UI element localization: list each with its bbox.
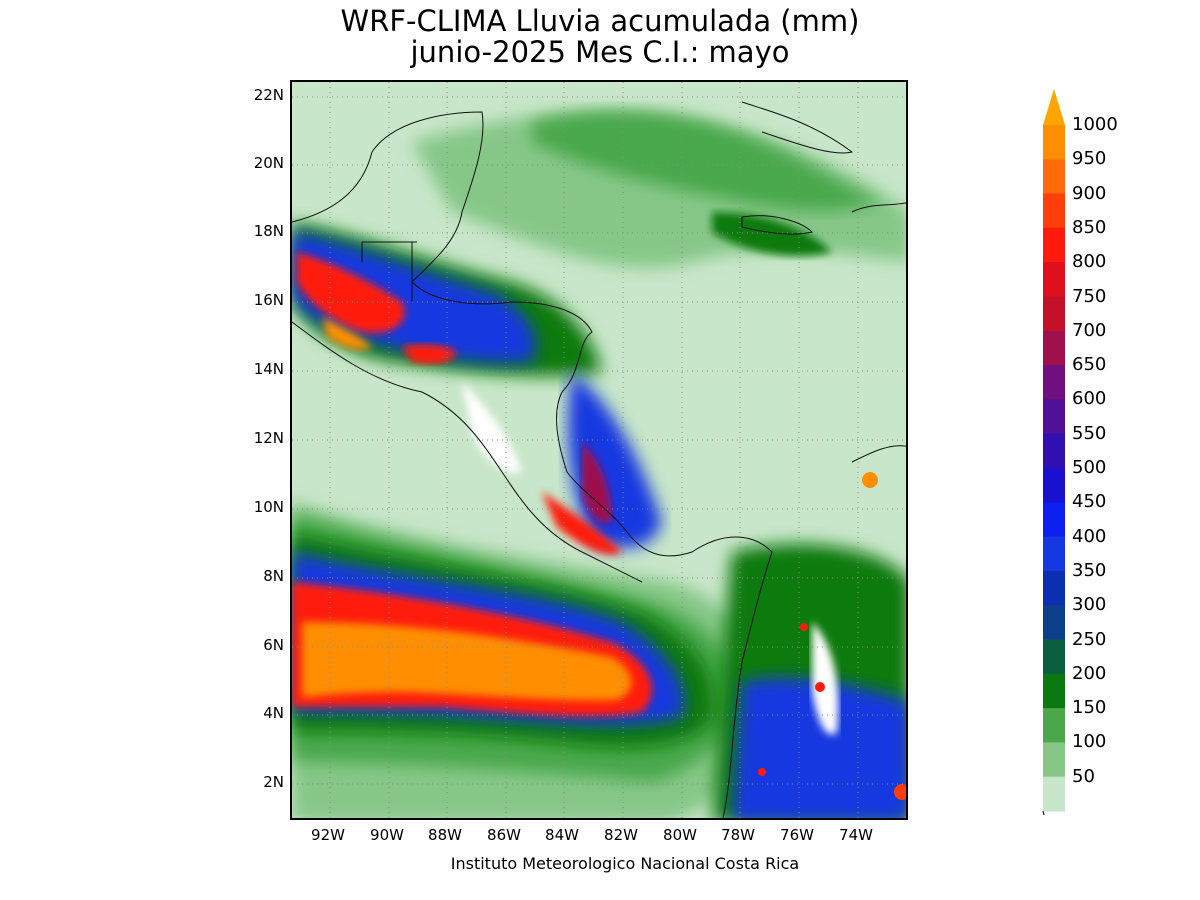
- lon-label: 76W: [780, 826, 814, 844]
- colorbar-level-label: 650: [1072, 354, 1107, 376]
- rain-shading: [292, 82, 906, 818]
- colorbar-swatch: [1043, 433, 1065, 469]
- colorbar-overflow-triangle: [1043, 89, 1065, 125]
- lon-label: 88W: [428, 826, 462, 844]
- colorbar-swatch: [1043, 570, 1065, 606]
- colorbar-swatch: [1043, 159, 1065, 195]
- lat-label: 20N: [253, 154, 284, 172]
- colorbar-swatch: [1043, 365, 1065, 400]
- lat-label: 8N: [263, 567, 284, 585]
- lat-label: 14N: [253, 360, 284, 378]
- colorbar-level-label: 600: [1072, 388, 1107, 410]
- colorbar-level-label: 100: [1072, 731, 1107, 753]
- colorbar-swatch: [1043, 639, 1065, 675]
- colorbar-level-label: 300: [1072, 594, 1107, 616]
- lat-label: 4N: [263, 704, 284, 722]
- coastlines: [292, 101, 906, 818]
- colorbar-swatch: [1043, 296, 1065, 332]
- lon-label: 84W: [545, 826, 579, 844]
- colorbar-swatch: [1043, 262, 1065, 297]
- colorbar-swatch: [1043, 227, 1065, 263]
- precipitation-map: [290, 80, 908, 820]
- colorbar-swatch: [1043, 708, 1065, 743]
- lon-label: 82W: [604, 826, 638, 844]
- lon-label: 78W: [721, 826, 755, 844]
- colorbar-swatch: [1043, 605, 1065, 640]
- colorbar-swatch: [1043, 125, 1065, 160]
- colorbar-level-label: 50: [1072, 765, 1095, 787]
- lon-label: 80W: [663, 826, 697, 844]
- colorbar-level-label: 850: [1072, 216, 1107, 238]
- lat-label: 12N: [253, 429, 284, 447]
- lat-label: 6N: [263, 636, 284, 654]
- colorbar-level-label: 500: [1072, 457, 1107, 478]
- lon-label: 86W: [487, 826, 521, 844]
- credit-text: Instituto Meteorologico Nacional Costa R…: [450, 854, 800, 873]
- lon-label: 92W: [311, 826, 345, 844]
- colorbar-level-label: 150: [1072, 697, 1107, 719]
- colorbar-swatch: [1043, 468, 1065, 503]
- colorbar-swatch: [1043, 673, 1065, 709]
- colorbar-underflow-tail: [1042, 810, 1045, 815]
- map-subtitle: junio-2025 Mes C.I.: mayo: [410, 35, 790, 69]
- colorbar: [1042, 89, 1065, 815]
- colorbar-swatch: [1043, 399, 1065, 435]
- precipitation-field: [292, 82, 906, 818]
- lat-label: 2N: [263, 773, 284, 791]
- colorbar-level-label: 900: [1072, 182, 1107, 204]
- colorbar-level-label: 400: [1072, 525, 1107, 547]
- colorbar-level-label: 250: [1072, 628, 1107, 650]
- lat-label: 18N: [253, 222, 284, 240]
- colorbar-level-label: 950: [1072, 148, 1107, 170]
- colorbar-level-label: 1000: [1072, 114, 1118, 135]
- colorbar-level-label: 800: [1072, 251, 1107, 273]
- lat-label: 10N: [253, 498, 284, 516]
- colorbar-level-label: 350: [1072, 559, 1107, 581]
- lat-label: 22N: [253, 86, 284, 104]
- lat-label: 16N: [253, 291, 284, 309]
- lon-label: 74W: [839, 826, 873, 844]
- colorbar-swatch: [1043, 193, 1065, 229]
- colorbar-level-label: 750: [1072, 285, 1107, 307]
- colorbar-level-label: 450: [1072, 491, 1107, 513]
- colorbar-level-label: 550: [1072, 422, 1107, 444]
- colorbar-swatch: [1043, 502, 1065, 538]
- colorbar-swatch: [1043, 776, 1065, 812]
- colorbar-level-label: 200: [1072, 662, 1107, 684]
- lon-label: 90W: [370, 826, 404, 844]
- map-title: WRF-CLIMA Lluvia acumulada (mm): [340, 4, 860, 38]
- colorbar-level-label: 700: [1072, 319, 1107, 341]
- colorbar-swatch: [1043, 330, 1065, 366]
- colorbar-swatch: [1043, 536, 1065, 572]
- colorbar-swatch: [1043, 742, 1065, 778]
